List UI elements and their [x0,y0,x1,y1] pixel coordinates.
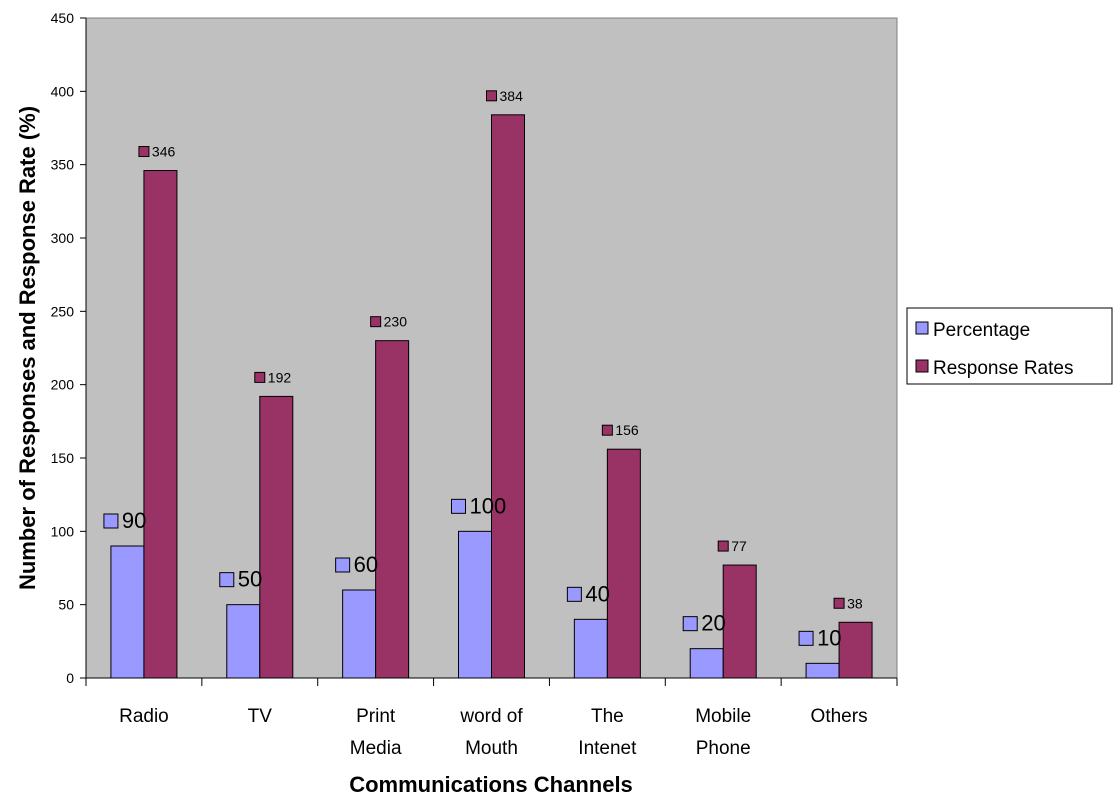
y-tick-label: 100 [51,523,75,539]
y-tick-label: 400 [51,83,75,99]
data-label-percentage: 20 [701,611,725,636]
y-tick-label: 300 [51,230,75,246]
data-label-key-response-rates [254,371,266,383]
data-label-percentage: 40 [585,581,609,606]
data-label-percentage: 50 [238,567,262,592]
legend-label-response-rates: Response Rates [933,358,1073,379]
data-label-key-percentage [682,616,698,632]
bar-response-rates [375,340,410,679]
legend-label-percentage: Percentage [933,320,1030,341]
x-category-label: Print Media [350,706,402,759]
x-category-label: TV [248,706,273,727]
data-label-key-response-rates [833,597,845,609]
data-label-response-rates: 192 [268,369,292,385]
data-label-key-response-rates [486,90,497,102]
bar-percentage [689,648,724,679]
data-label-key-percentage [451,498,466,514]
legend-box [906,307,1113,385]
legend-swatch-response-rates [915,359,929,373]
data-label-key-percentage [798,630,814,646]
bar-percentage [458,530,492,679]
data-label-response-rates: 38 [847,595,863,611]
bar-response-rates [606,448,641,679]
data-label-response-rates: 346 [152,144,176,160]
y-tick-label: 250 [51,303,75,319]
bar-percentage [573,618,608,679]
x-category-label: word of Mouth [459,706,523,759]
y-tick-label: 150 [51,450,75,466]
data-label-percentage: 10 [817,625,841,650]
y-tick-label: 50 [58,597,74,613]
y-tick-label: 450 [51,10,75,26]
bar-percentage [342,589,377,679]
data-label-key-percentage [219,572,235,588]
y-tick-label: 350 [51,157,75,173]
y-axis: 0 50 100 150 200 250 300 350 400 450 [51,10,87,686]
data-label-response-rates: 230 [384,314,408,330]
data-label-percentage: 100 [470,493,507,518]
data-label-key-percentage [103,513,119,529]
x-axis-title: Communications Channels [349,772,633,797]
data-label-key-response-rates [370,316,382,328]
x-category-label: Others [811,706,868,727]
y-axis-title: Number of Responses and Response Rate (%… [15,106,40,590]
bar-response-rates [838,621,873,679]
bar-response-rates [722,564,757,679]
data-label-key-percentage [566,586,582,602]
bar-response-rates [259,395,294,679]
bar-response-rates [143,170,178,679]
data-label-key-response-rates [601,424,613,436]
bar-percentage [226,604,261,679]
x-category-label: Mobile Phone [695,706,751,759]
data-label-key-response-rates [717,540,729,552]
legend-swatch-percentage [915,321,929,335]
data-label-key-percentage [335,557,351,573]
x-axis: Radio TV Print Media word of Mouth The Intenet M… [85,677,898,759]
data-label-response-rates: 77 [731,538,747,554]
x-category-label: The Intenet [578,706,637,759]
bars [110,114,873,679]
y-tick-label: 0 [66,670,74,686]
data-label-response-rates: 156 [615,422,639,438]
y-tick-label: 200 [51,377,75,393]
data-label-response-rates: 384 [500,88,524,104]
data-label-key-response-rates [138,146,150,158]
data-label-percentage: 90 [122,508,146,533]
data-labels: 90 50 60 100 40 20 10 346 192 230 384 156 77 38 [103,88,863,650]
bar-percentage [805,662,840,679]
bar-percentage [110,545,145,679]
x-category-label: Radio [119,706,169,727]
data-label-percentage: 60 [354,552,378,577]
bar-response-rates [491,114,525,679]
legend: Percentage Response Rates [906,307,1113,385]
